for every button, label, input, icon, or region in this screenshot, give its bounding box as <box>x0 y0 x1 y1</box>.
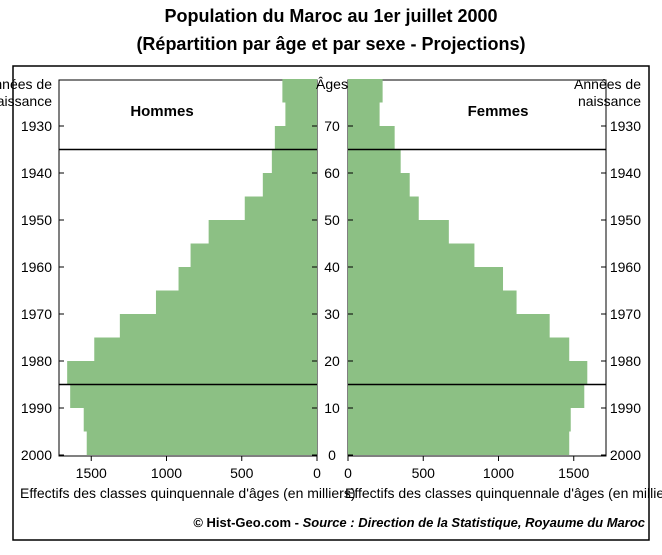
bar-hommes-65-69 <box>274 126 317 150</box>
footer-credit: © Hist-Geo.com - Source : Direction de l… <box>193 515 645 530</box>
age-tick-label-30: 30 <box>324 306 340 322</box>
right-x-axis-label: Effectifs des classes quinquennale d'âge… <box>345 485 662 501</box>
year-label-left-2000: 2000 <box>21 447 52 463</box>
chart-frame <box>12 65 650 541</box>
left-axis-label-line1: Années de <box>0 76 52 92</box>
age-tick-label-60: 60 <box>324 165 340 181</box>
x-tick-label-right-1500: 1500 <box>558 465 589 481</box>
year-label-left-1940: 1940 <box>21 165 52 181</box>
year-label-right-1970: 1970 <box>610 306 641 322</box>
x-tick-label-left-0: 0 <box>313 465 321 481</box>
year-label-left-1960: 1960 <box>21 259 52 275</box>
age-tick-label-50: 50 <box>324 212 340 228</box>
age-tick-label-70: 70 <box>324 118 340 134</box>
bar-hommes-5-9 <box>83 408 317 432</box>
bar-femmes-55-59 <box>348 173 410 197</box>
bar-hommes-0-4 <box>86 431 317 455</box>
year-label-right-1980: 1980 <box>610 353 641 369</box>
bar-femmes-25-29 <box>348 314 550 338</box>
femmes-label: Femmes <box>468 103 529 120</box>
bar-femmes-10-14 <box>348 384 585 408</box>
age-tick-label-10: 10 <box>324 400 340 416</box>
left-x-axis-label: Effectifs des classes quinquennale d'âge… <box>20 485 355 501</box>
bar-femmes-50-54 <box>348 196 419 220</box>
bar-hommes-55-59 <box>262 173 317 197</box>
year-label-left-1980: 1980 <box>21 353 52 369</box>
year-label-right-1940: 1940 <box>610 165 641 181</box>
year-label-right-1950: 1950 <box>610 212 641 228</box>
bar-hommes-40-44 <box>190 243 317 267</box>
bar-hommes-25-29 <box>119 314 317 338</box>
axis-ticks: 0 10 20 30 40 50 60 70 2000 2000 1990 1990 1980 1980 1… <box>21 118 641 481</box>
age-tick-label-0: 0 <box>328 447 336 463</box>
bar-femmes-60-64 <box>348 149 401 173</box>
reference-lines <box>59 148 606 386</box>
bar-hommes-75-79 <box>282 79 317 103</box>
bar-hommes-10-14 <box>70 384 318 408</box>
x-tick-label-right-1000: 1000 <box>483 465 514 481</box>
x-tick-label-left-500: 500 <box>230 465 254 481</box>
bar-femmes-30-34 <box>348 290 517 314</box>
left-axis-label-line2: naissance <box>0 93 52 109</box>
bar-hommes-45-49 <box>208 220 317 244</box>
hommes-label: Hommes <box>130 103 193 120</box>
year-label-left-1930: 1930 <box>21 118 52 134</box>
bar-femmes-75-79 <box>348 79 383 103</box>
bar-hommes-70-74 <box>285 102 317 126</box>
right-axis-label-line2: naissance <box>578 93 641 109</box>
age-tick-label-20: 20 <box>324 353 340 369</box>
right-axis-label-line1: Années de <box>574 76 641 92</box>
bar-femmes-65-69 <box>348 126 395 150</box>
bar-femmes-40-44 <box>348 243 475 267</box>
bar-hommes-30-34 <box>155 290 317 314</box>
age-tick-label-40: 40 <box>324 259 340 275</box>
ages-axis-label: Âges <box>316 76 348 92</box>
year-label-right-2000: 2000 <box>610 447 641 463</box>
footer-credit-source: Source : Direction de la Statistique, Ro… <box>303 515 646 530</box>
bar-hommes-35-39 <box>178 267 317 291</box>
year-label-right-1960: 1960 <box>610 259 641 275</box>
bar-femmes-5-9 <box>348 408 571 432</box>
chart-subtitle: (Répartition par âge et par sexe - Proje… <box>136 34 525 54</box>
bar-hommes-50-54 <box>244 196 317 220</box>
bar-femmes-0-4 <box>348 431 570 455</box>
year-label-right-1930: 1930 <box>610 118 641 134</box>
femmes-bars <box>348 79 588 455</box>
x-tick-label-right-500: 500 <box>412 465 436 481</box>
bar-femmes-45-49 <box>348 220 449 244</box>
footer-credit-prefix: © Hist-Geo.com - <box>193 515 302 530</box>
bar-femmes-35-39 <box>348 267 504 291</box>
x-tick-label-left-1500: 1500 <box>76 465 107 481</box>
hommes-bars <box>67 79 318 455</box>
bar-hommes-15-19 <box>67 361 317 385</box>
year-label-left-1970: 1970 <box>21 306 52 322</box>
year-label-left-1990: 1990 <box>21 400 52 416</box>
x-tick-label-right-0: 0 <box>344 465 352 481</box>
bar-hommes-60-64 <box>271 149 317 173</box>
bar-femmes-20-24 <box>348 337 570 361</box>
year-label-right-1990: 1990 <box>610 400 641 416</box>
year-label-left-1950: 1950 <box>21 212 52 228</box>
bar-femmes-15-19 <box>348 361 588 385</box>
bar-femmes-70-74 <box>348 102 380 126</box>
x-tick-label-left-1000: 1000 <box>151 465 182 481</box>
chart-title: Population du Maroc au 1er juillet 2000 <box>164 6 497 26</box>
bar-hommes-20-24 <box>94 337 317 361</box>
